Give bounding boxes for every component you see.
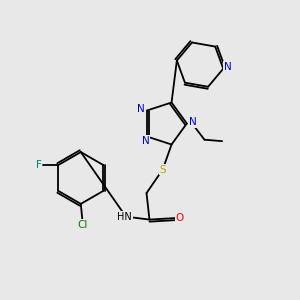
Text: N: N — [224, 62, 232, 72]
Text: HN: HN — [117, 212, 132, 222]
Text: F: F — [36, 160, 42, 170]
Text: N: N — [189, 117, 197, 127]
Text: S: S — [159, 164, 166, 175]
Text: O: O — [176, 213, 184, 223]
Text: Cl: Cl — [77, 220, 88, 230]
Text: N: N — [136, 104, 144, 114]
Text: N: N — [142, 136, 149, 146]
